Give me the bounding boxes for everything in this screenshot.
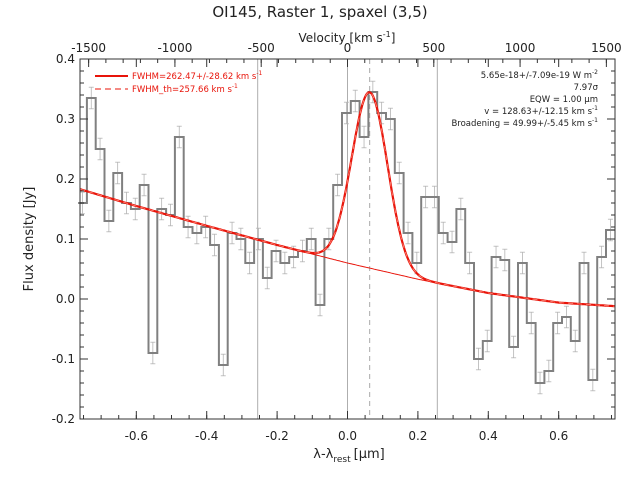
- y-tick-label: 0.1: [56, 232, 75, 246]
- y-tick-label: -0.1: [52, 352, 75, 366]
- y-tick-label: 0.3: [56, 112, 75, 126]
- y-axis-label: Flux density [Jy]: [22, 187, 37, 292]
- x-tick-label: -0.6: [125, 429, 148, 443]
- y-tick-label: 0.0: [56, 292, 75, 306]
- annotation-broadening: Broadening = 49.99+/-5.45 km s-1: [451, 117, 598, 129]
- y-tick-label: 0.2: [56, 172, 75, 186]
- annotation-eqw: EQW = 1.00 μm: [530, 95, 598, 105]
- x2-tick-label: 0: [344, 41, 352, 55]
- x-tick-label: -0.2: [265, 429, 288, 443]
- x-tick-label: -0.4: [195, 429, 218, 443]
- legend-label-fwhm-th: FWHM_th=257.66 km s-1: [132, 83, 238, 95]
- x-tick-label: 0.0: [338, 429, 357, 443]
- top-axis-label: Velocity [km s-1]: [299, 30, 396, 45]
- gaussian-fit-th-line: [79, 91, 616, 307]
- x-tick-label: 0.6: [549, 429, 568, 443]
- x2-tick-label: 1000: [505, 41, 536, 55]
- x-tick-label: 0.2: [408, 429, 427, 443]
- x-tick-label: 0.4: [479, 429, 498, 443]
- x-axis-label: λ-λrest [μm]: [313, 447, 384, 465]
- x2-tick-label: 500: [422, 41, 445, 55]
- x2-tick-label: -1000: [157, 41, 192, 55]
- x2-tick-label: -500: [248, 41, 275, 55]
- chart-title: OI145, Raster 1, spaxel (3,5): [212, 3, 427, 21]
- annotation-velocity: v = 128.63+/-12.15 km s-1: [484, 105, 598, 117]
- annotation-flux: 5.65e-18+/-7.09e-19 W m-2: [481, 69, 598, 81]
- x2-tick-label: -1500: [71, 41, 106, 55]
- fit-annotations: 5.65e-18+/-7.09e-19 W m-2 7.97σ EQW = 1.…: [451, 69, 598, 129]
- y-tick-label: 0.4: [56, 52, 75, 66]
- legend-label-fwhm: FWHM=262.47+/-28.62 km s-1: [132, 70, 262, 82]
- y-tick-label: -0.2: [52, 412, 75, 426]
- legend: FWHM=262.47+/-28.62 km s-1 FWHM_th=257.6…: [95, 70, 262, 95]
- annotation-sigma: 7.97σ: [574, 83, 599, 93]
- x2-tick-label: 1500: [591, 41, 622, 55]
